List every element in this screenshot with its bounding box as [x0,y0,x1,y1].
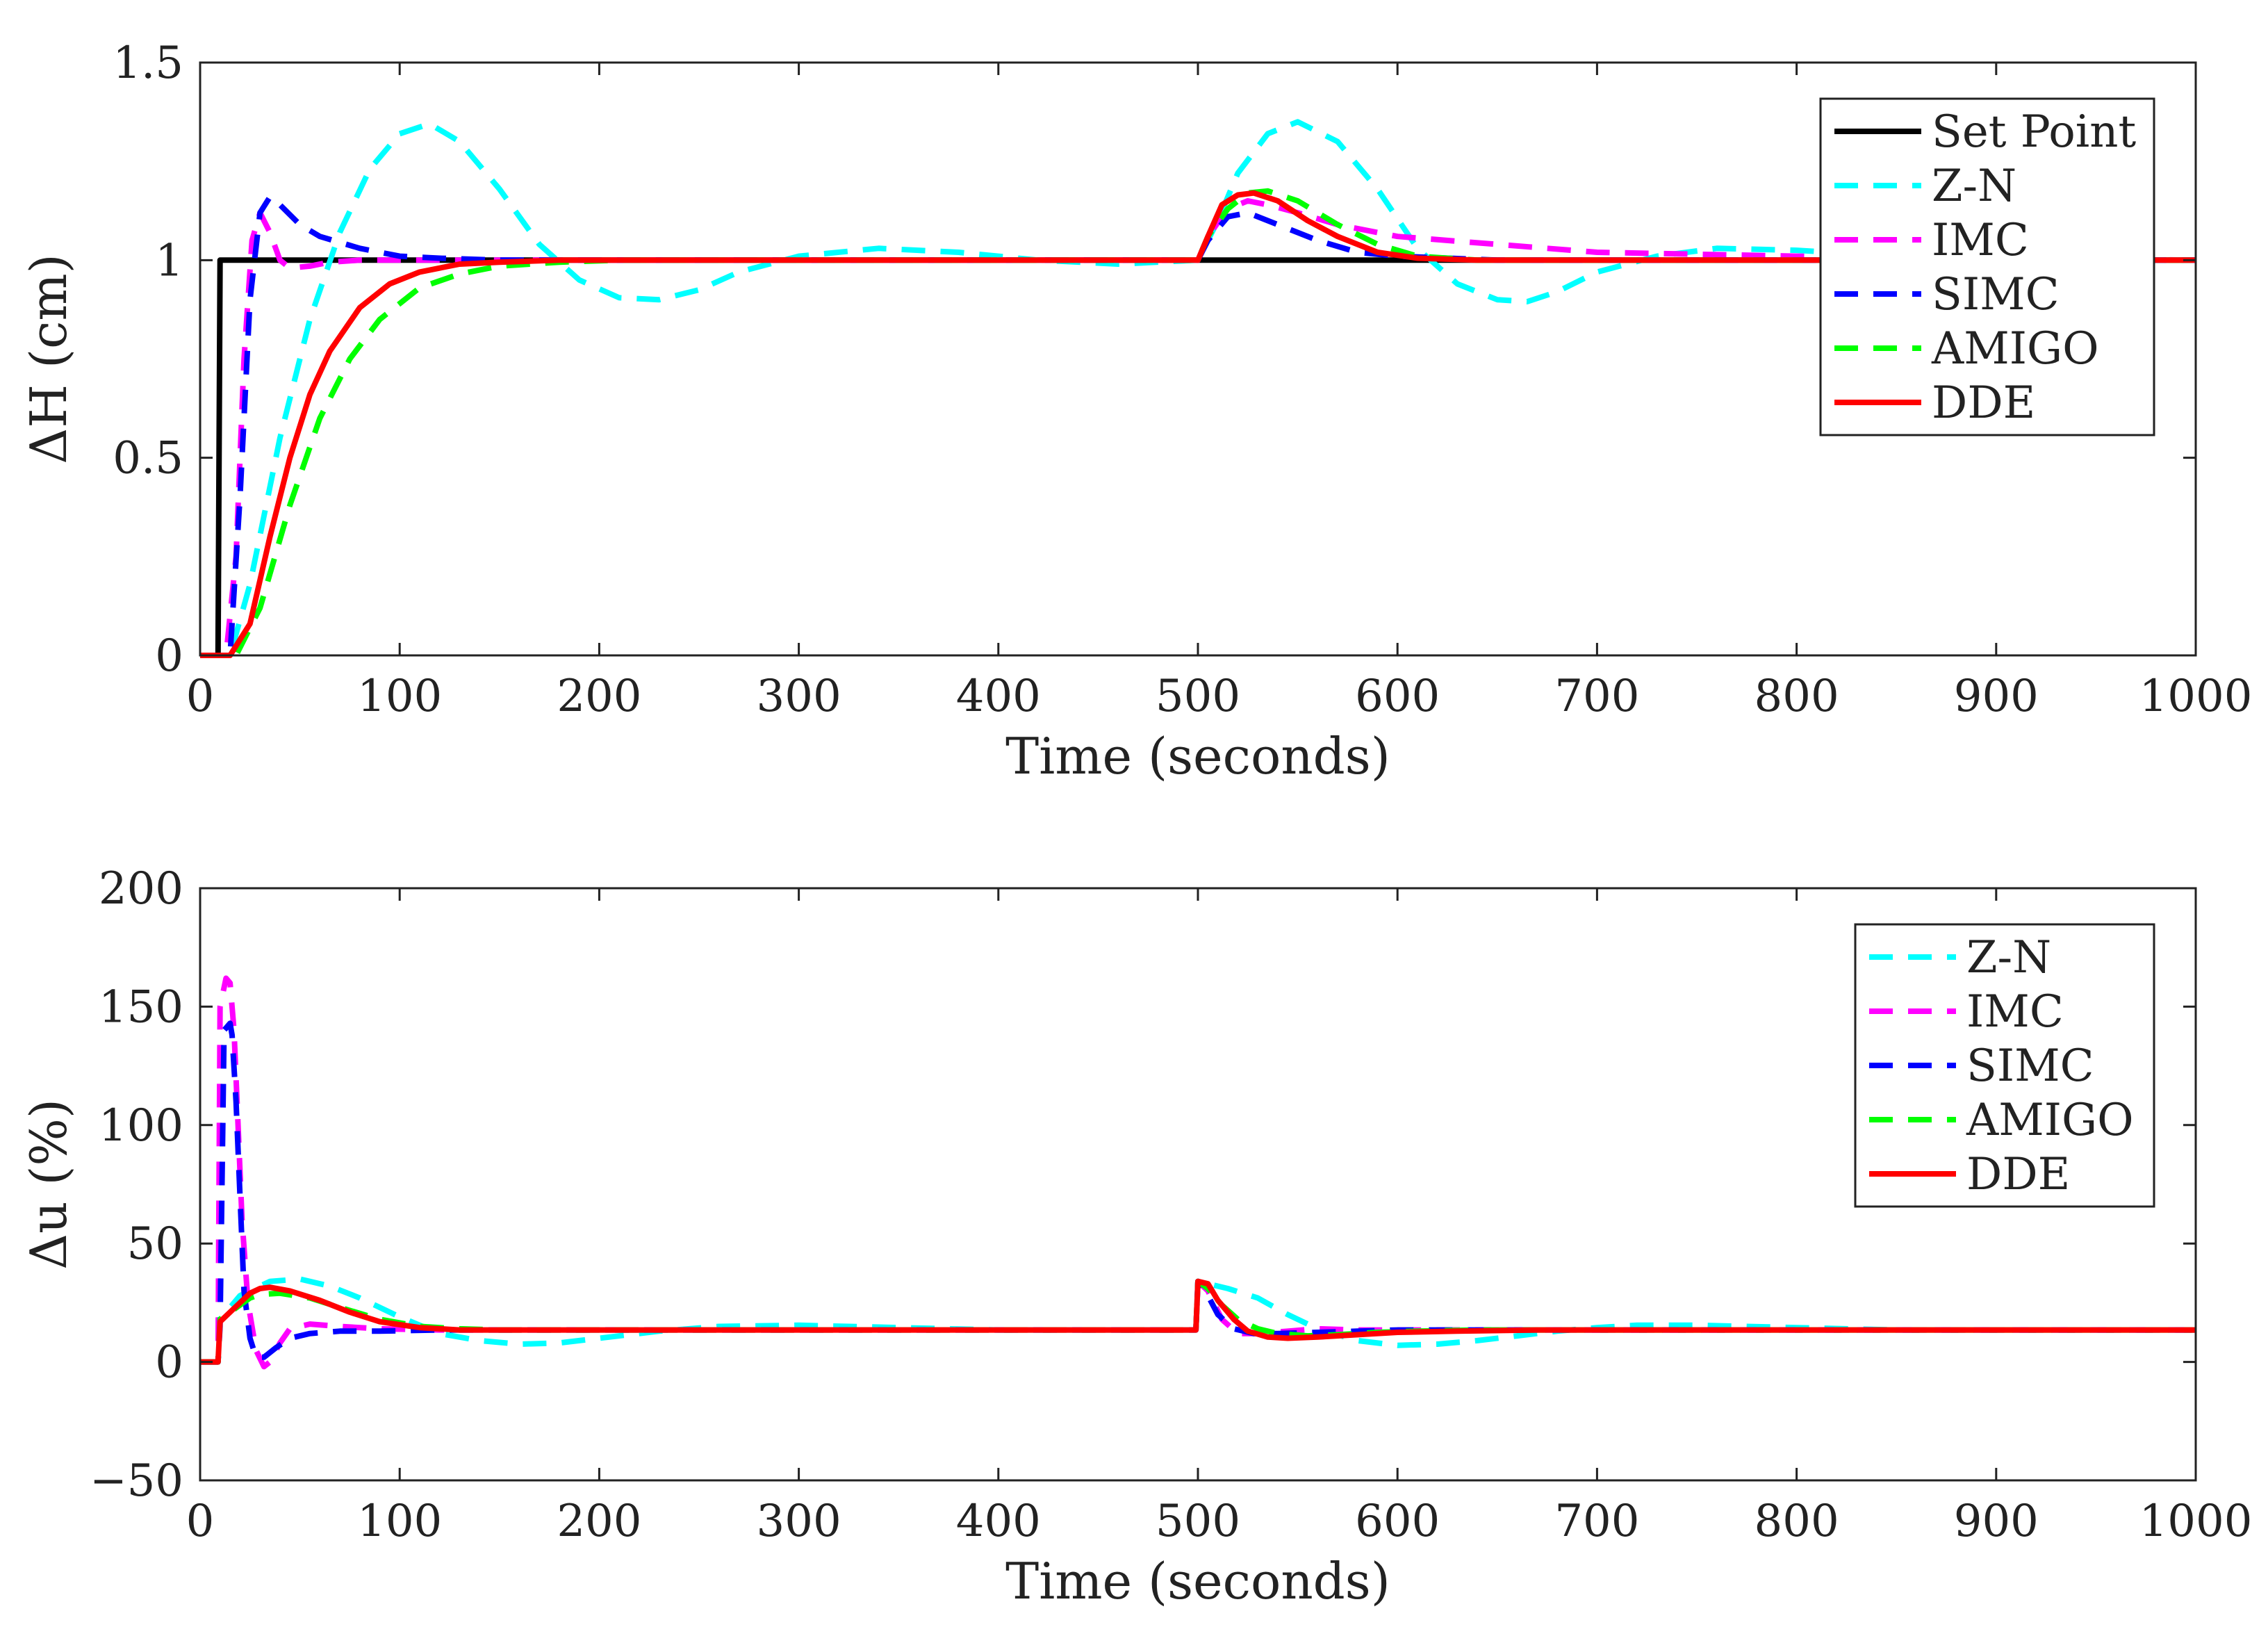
y-tick-label: 150 [99,981,183,1033]
series-line-amigo [200,188,2196,658]
height-response-chart: 0 100 200 300 400 500 600 700 800 900 1000 0 0.5 1 1.5… [19,38,2252,785]
x-tick-label: 0 [186,1496,215,1547]
legend-label: SIMC [1932,269,2060,320]
x-tick-label: 1000 [2139,1496,2253,1547]
legend-label: DDE [1932,377,2035,429]
legend-label: AMIGO [1931,323,2099,375]
y-axis-label: ΔH (cm) [19,254,78,464]
series-line-dde [200,1278,2196,1365]
y-tick-label: 100 [99,1100,183,1152]
series-line-simc [200,194,2196,658]
y-axis-label: Δu (%) [19,1099,78,1270]
y-tick-label: 1.5 [113,38,183,89]
y-tick-label: 1 [155,235,183,286]
x-tick-label: 800 [1755,1496,1839,1547]
series-line-imc [200,198,2196,658]
y-tick-label: 50 [127,1218,183,1270]
x-tick-label: 300 [757,1496,841,1547]
x-tick-label: 900 [1954,1496,2039,1547]
y-tick-label: 0 [155,630,183,682]
legend-label: IMC [1966,986,2064,1038]
x-tick-label: 400 [956,671,1041,722]
x-tick-label: 100 [357,1496,442,1547]
x-axis-label: Time (seconds) [1005,1552,1390,1610]
x-tick-label: 800 [1755,671,1839,722]
legend-label: IMC [1932,215,2029,266]
x-tick-label: 600 [1355,671,1440,722]
x-tick-label: 700 [1554,1496,1639,1547]
x-tick-label: 700 [1554,671,1639,722]
x-tick-label: 0 [186,671,215,722]
x-tick-label: 500 [1156,671,1240,722]
control-signal-chart: 0 100 200 300 400 500 600 700 800 900 1000−5005010… [19,863,2252,1610]
legend-label: AMIGO [1966,1095,2134,1146]
y-tick-label: 0 [155,1337,183,1389]
x-tick-label: 900 [1954,671,2039,722]
x-tick-label: 1000 [2139,671,2253,722]
x-tick-label: 300 [757,671,841,722]
legend-label: Z-N [1966,932,2051,983]
y-tick-label: 200 [99,863,183,915]
series-group [200,975,2196,1370]
legend-label: Set Point [1932,106,2136,158]
x-tick-label: 100 [357,671,442,722]
y-tick-label: 0.5 [113,433,183,484]
x-tick-label: 400 [956,1496,1041,1547]
y-tick-label: −50 [90,1455,183,1507]
x-tick-label: 500 [1156,1496,1240,1547]
x-tick-label: 200 [557,671,641,722]
x-tick-label: 200 [557,1496,641,1547]
x-axis-label: Time (seconds) [1005,727,1390,785]
x-tick-label: 600 [1355,1496,1440,1547]
legend-label: DDE [1966,1149,2070,1200]
legend-label: Z-N [1932,161,2016,212]
series-line-dde [200,190,2196,658]
legend-box [1854,923,2155,1208]
legend-box [1819,97,2155,436]
legend-label: SIMC [1966,1040,2094,1092]
